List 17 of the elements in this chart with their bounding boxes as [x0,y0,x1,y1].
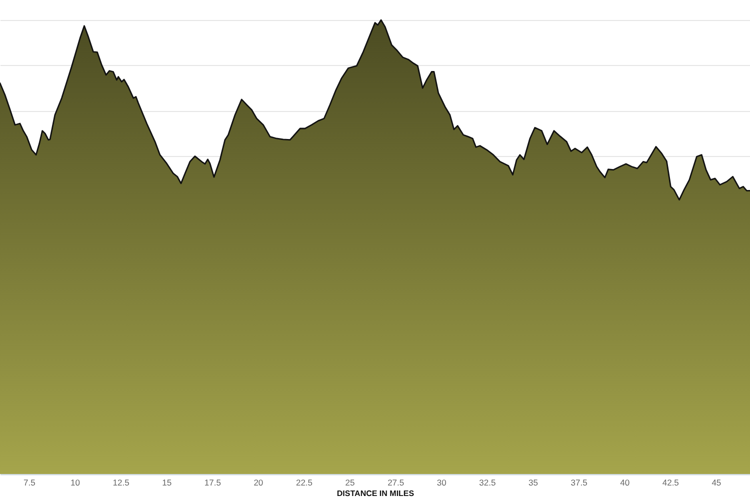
x-tick-label: 20 [254,478,264,488]
x-tick-label: 30 [436,478,447,488]
x-tick-label: 27.5 [388,478,404,488]
x-tick-label: 37.5 [570,478,588,488]
x-tick-label: 22.5 [296,478,313,488]
x-tick-label: 10 [70,478,80,488]
x-tick-label: 32.5 [479,478,496,488]
x-tick-label: 17.5 [204,478,222,488]
x-tick-label: 12.5 [112,478,130,488]
x-axis-title: DISTANCE IN MILES [336,489,415,498]
x-tick-label: 15 [162,478,172,488]
x-tick-label: 35 [528,478,538,488]
x-tick-label: 42.5 [662,478,680,488]
x-tick-label: 25 [345,478,356,488]
x-tick-label: 7.5 [24,478,36,488]
x-tick-label: 40 [620,478,630,488]
x-tick-label: 45 [712,478,722,488]
